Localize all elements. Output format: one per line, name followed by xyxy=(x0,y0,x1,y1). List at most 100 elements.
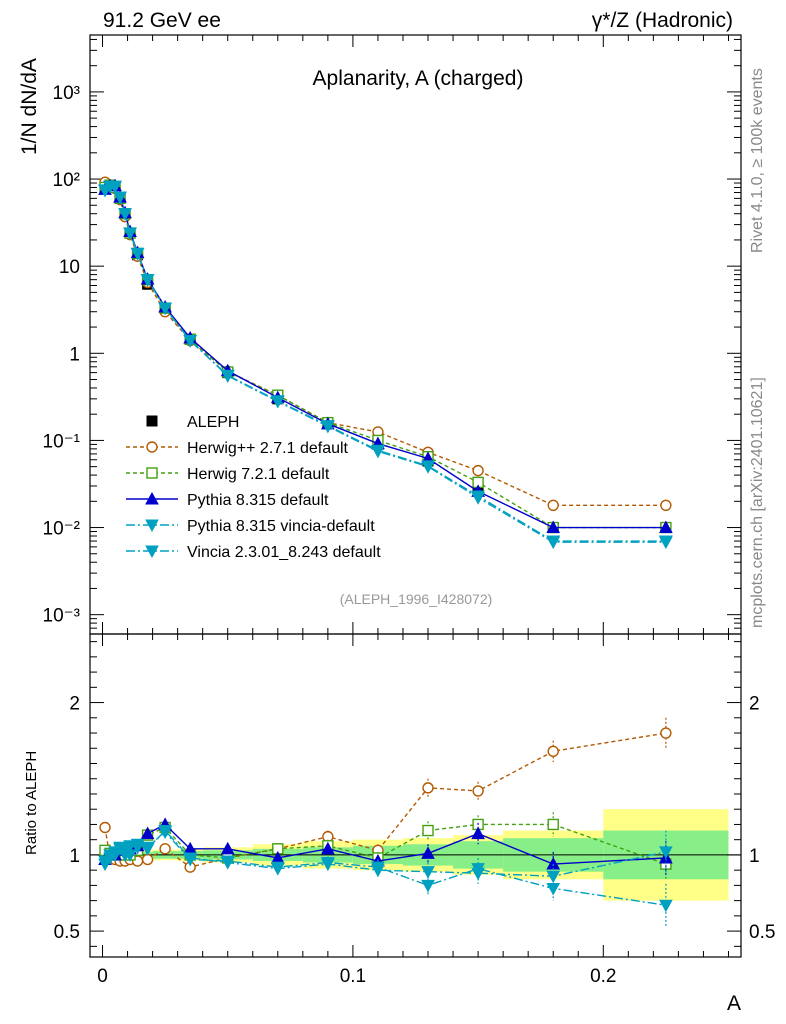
data-point xyxy=(472,464,484,477)
rivet-version-label: Rivet 4.1.0, ≥ 100k events xyxy=(749,68,766,253)
data-point xyxy=(220,369,235,383)
ratio-series-vincia xyxy=(98,826,673,927)
chart-title: Aplanarity, A (charged) xyxy=(313,67,524,90)
data-point xyxy=(118,208,132,221)
ratio-point xyxy=(220,855,235,869)
data-point xyxy=(546,520,561,534)
series-pythia xyxy=(98,178,673,534)
ratio-point xyxy=(422,782,434,794)
series-line xyxy=(104,185,666,543)
x-axis-title: A xyxy=(727,992,741,1015)
ratio-point xyxy=(140,841,155,855)
ratio-point xyxy=(471,826,485,840)
ratio-point xyxy=(422,824,434,837)
legend-label: Vincia 2.3.01_8.243 default xyxy=(187,544,381,561)
ratio-tick-label-right: 1 xyxy=(749,846,760,867)
y-tick-label: 10⁻¹ xyxy=(43,431,81,452)
analysis-annotation: (ALEPH_1996_I428072) xyxy=(340,591,493,607)
series-vincia xyxy=(98,180,673,549)
y-tick-label: 10 xyxy=(59,257,80,278)
ratio-point xyxy=(547,745,559,758)
x-tick-label: 0.1 xyxy=(340,966,366,987)
ratio-point xyxy=(421,866,435,879)
ratio-point xyxy=(123,840,137,853)
legend: ALEPH Herwig++ 2.7.1 default Herwig 7.2.1 … xyxy=(126,414,381,561)
ratio-point xyxy=(99,821,111,834)
y-tick-label: 10⁻³ xyxy=(43,606,81,627)
ratio-point xyxy=(270,861,285,875)
ratio-point xyxy=(183,853,197,867)
main-panel: 10⁻³ 10⁻² 10⁻¹ 1 10 10² 10³ xyxy=(43,34,742,957)
ratio-point xyxy=(130,838,145,852)
main-ylabel: 1/N dN/dA xyxy=(18,58,41,155)
ratio-point xyxy=(660,727,672,739)
ratio-frame xyxy=(89,633,742,958)
y-tick-label: 10² xyxy=(53,170,80,191)
y-tick-label: 1 xyxy=(69,344,80,365)
data-point xyxy=(183,335,197,348)
ratio-point xyxy=(546,882,561,896)
data-point xyxy=(108,180,122,194)
legend-label: Pythia 8.315 default xyxy=(187,492,329,509)
ratio-tick-label-right: 0.5 xyxy=(749,922,775,943)
ratio-line xyxy=(104,732,666,868)
ratio-point xyxy=(371,861,385,875)
series-line xyxy=(104,185,666,542)
ratio-tick-label-right: 2 xyxy=(749,694,760,715)
data-point xyxy=(158,302,172,316)
ratio-point xyxy=(220,841,235,855)
legend-marker xyxy=(145,545,159,559)
ratio-point xyxy=(659,899,673,913)
ratio-point xyxy=(659,846,673,859)
legend-label: Herwig++ 2.7.1 default xyxy=(187,440,349,457)
x-tick-label: 0.2 xyxy=(590,966,616,987)
ratio-point xyxy=(472,785,484,797)
data-point xyxy=(130,247,145,261)
legend-label: ALEPH xyxy=(187,414,239,431)
legend-label: Herwig 7.2.1 default xyxy=(187,466,330,483)
series-data xyxy=(99,180,672,534)
legend-marker xyxy=(145,519,159,533)
series-herwig7 xyxy=(99,179,672,534)
ratio-point xyxy=(547,818,559,831)
y-tick-label: 10³ xyxy=(53,83,80,104)
data-point xyxy=(546,535,561,549)
ratio-point xyxy=(321,841,335,855)
ratio-point xyxy=(141,853,154,866)
ratio-point xyxy=(140,826,155,840)
header-process-label: γ*/Z (Hadronic) xyxy=(592,9,733,32)
ratio-tick-label-left: 1 xyxy=(69,846,80,867)
legend-label: Pythia 8.315 vincia-default xyxy=(187,518,375,535)
series-vincia xyxy=(98,181,673,550)
data-point xyxy=(659,535,673,549)
ratio-panel: 0 0.1 0.2 0.5 0.5 1 1 2 2 xyxy=(54,35,775,987)
data-point xyxy=(270,395,285,408)
data-point xyxy=(659,520,673,534)
data-point xyxy=(123,227,137,241)
legend-marker xyxy=(146,467,158,479)
ratio-point xyxy=(321,857,335,870)
data-point xyxy=(547,499,559,512)
ratio-point xyxy=(98,855,112,869)
ratio-point xyxy=(158,826,172,840)
data-point xyxy=(113,191,127,205)
ratio-point xyxy=(471,863,485,876)
header-energy-label: 91.2 GeV ee xyxy=(103,9,221,32)
legend-marker xyxy=(145,491,159,505)
y-tick-label: 10⁻² xyxy=(43,519,81,540)
ratio-point xyxy=(159,843,171,855)
legend-marker xyxy=(146,441,158,453)
ratio-point xyxy=(421,846,435,859)
data-point xyxy=(321,420,335,433)
data-point xyxy=(140,274,155,287)
data-point xyxy=(660,499,672,512)
legend-marker xyxy=(146,415,158,427)
ratio-ylabel: Ratio to ALEPH xyxy=(23,751,40,855)
mcplots-label: mcplots.cern.ch [arXiv:2401.10621] xyxy=(749,377,766,628)
ratio-tick-label-left: 0.5 xyxy=(54,922,80,943)
x-tick-label: 0 xyxy=(97,966,108,987)
data-point xyxy=(371,444,385,458)
data-point xyxy=(421,460,435,473)
ratio-tick-label-left: 2 xyxy=(69,694,80,715)
